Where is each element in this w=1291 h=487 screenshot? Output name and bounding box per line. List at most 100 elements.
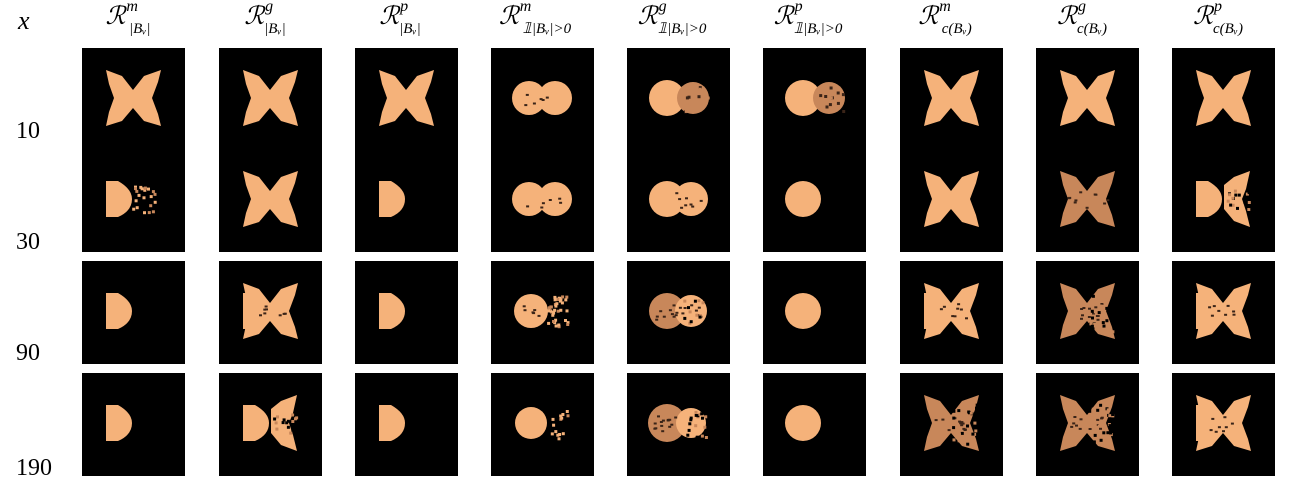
scatter-pixel: [273, 417, 277, 421]
dark-pixel: [672, 315, 676, 318]
scatter-pixel: [286, 419, 290, 423]
scatter-pixel: [1090, 309, 1094, 313]
row-label-90: 90: [16, 340, 40, 366]
scatter-pixel: [559, 297, 563, 300]
scatter-pixel: [1111, 330, 1115, 334]
panel-graphic: [785, 181, 821, 217]
dark-pixel: [1223, 416, 1227, 419]
scatter-pixel: [694, 424, 698, 428]
scatter-pixel: [1102, 431, 1106, 435]
dark-pixel: [674, 416, 678, 419]
dark-pixel: [662, 315, 666, 318]
dark-pixel: [956, 307, 960, 310]
row-label-30: 30: [16, 229, 40, 255]
scatter-pixel: [149, 195, 153, 199]
dark-pixel: [670, 423, 674, 426]
scatter-pixel: [970, 430, 974, 434]
scatter-pixel: [842, 110, 846, 113]
panel-graphic: [1196, 171, 1252, 227]
scatter-pixel: [695, 435, 699, 439]
scatter-pixel: [149, 204, 153, 208]
panel-graphic: [106, 70, 161, 126]
scatter-pixel: [1236, 206, 1239, 210]
scatter-pixel: [153, 192, 157, 196]
scatter-pixel: [135, 206, 139, 210]
dark-pixel: [653, 422, 657, 425]
scatter-pixel: [1089, 413, 1093, 417]
lobe-shape: [512, 81, 546, 115]
dark-pixel: [668, 425, 672, 428]
dark-pixel: [655, 315, 659, 318]
scatter-pixel: [696, 414, 700, 418]
circle-shape: [785, 80, 821, 116]
scatter-pixel: [556, 433, 560, 437]
dark-pixel: [961, 422, 965, 425]
dark-pixel: [1075, 424, 1078, 427]
scatter-pixel: [566, 321, 570, 325]
dark-pixel: [531, 311, 535, 314]
panel-graphic: [1196, 283, 1251, 339]
panel-graphic: [785, 405, 821, 441]
dark-pixel: [1224, 426, 1228, 429]
image-panel-r4-c6: [763, 373, 866, 476]
column-subscript: 𝟙|Bᵥ|>0: [522, 21, 572, 37]
bowtie-shape: [1060, 171, 1115, 227]
scatter-pixel: [296, 414, 300, 418]
dark-pixel: [1081, 314, 1084, 317]
scatter-pixel: [698, 87, 702, 91]
scatter-pixel: [841, 93, 845, 97]
image-panel-r3-c6: [763, 261, 866, 364]
scatter-pixel: [554, 430, 558, 434]
scatter-pixel: [550, 432, 554, 436]
scatter-pixel: [554, 304, 558, 308]
panel-graphic: [649, 80, 710, 116]
scatter-pixel: [1089, 322, 1093, 326]
scatter-pixel: [1099, 438, 1103, 442]
dark-pixel: [685, 197, 688, 200]
scatter-pixel: [276, 415, 279, 419]
scatter-pixel: [289, 431, 293, 435]
image-panel-r4-c4: [491, 373, 594, 476]
column-subscript: |Bᵥ|: [128, 21, 151, 37]
dark-pixel: [278, 314, 282, 317]
scatter-pixel: [1097, 424, 1101, 428]
scatter-pixel: [703, 425, 707, 429]
scatter-pixel: [552, 310, 556, 314]
dark-pixel: [522, 305, 526, 308]
disc-shape: [514, 294, 548, 328]
dark-pixel: [264, 305, 268, 308]
scatter-pixel: [689, 416, 693, 420]
bowtie-shape: [106, 70, 161, 126]
image-panel-r1-c5: [627, 48, 730, 151]
bowtie-shape: [243, 283, 298, 339]
scatter-pixel: [551, 313, 555, 317]
dark-pixel: [657, 415, 660, 418]
scatter-pixel: [966, 442, 970, 446]
dark-pixel: [960, 421, 964, 424]
dark-pixel: [654, 427, 658, 430]
scatter-pixel: [1109, 431, 1113, 435]
scatter-pixel: [1226, 199, 1230, 203]
dark-pixel: [1095, 424, 1099, 426]
dark-pixel: [690, 304, 694, 307]
scatter-pixel: [700, 412, 704, 416]
scatter-pixel: [697, 95, 701, 99]
panel-graphic: [1060, 70, 1115, 126]
scatter-pixel: [1093, 423, 1097, 427]
image-panel-r3-c1: [82, 261, 185, 364]
scatter-pixel: [564, 298, 568, 302]
scatter-pixel: [1105, 319, 1109, 323]
image-panel-r3-c8: [1036, 261, 1139, 364]
image-panel-r2-c1: [82, 149, 185, 252]
scatter-pixel: [295, 416, 299, 420]
scatter-pixel: [1247, 191, 1251, 195]
dark-pixel: [689, 203, 693, 206]
scatter-pixel: [1093, 433, 1097, 437]
scatter-pixel: [558, 299, 562, 303]
dark-pixel: [1088, 307, 1091, 310]
image-panel-r2-c6: [763, 149, 866, 252]
scatter-pixel: [285, 421, 289, 425]
dark-pixel: [1080, 317, 1083, 320]
dark-pixel: [934, 419, 938, 422]
dark-pixel: [1211, 417, 1215, 420]
